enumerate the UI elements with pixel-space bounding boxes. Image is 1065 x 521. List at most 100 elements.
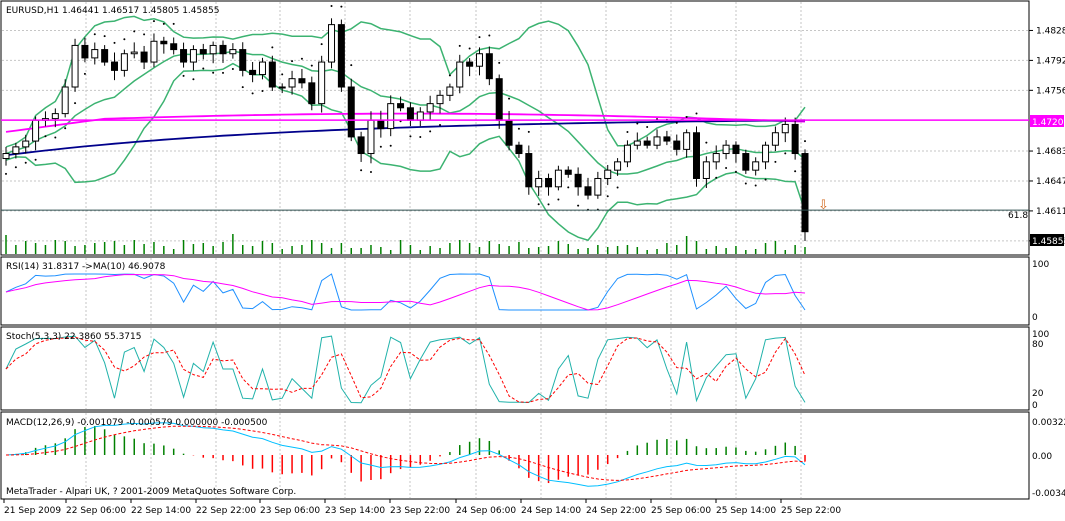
price-axis: 1.48280 1.47920 1.47560 1.46830 1.46470 1.461… xyxy=(1029,26,1065,247)
hline-price-tag xyxy=(1030,115,1064,127)
bull-candle xyxy=(328,24,336,63)
rsi-panel[interactable] xyxy=(0,256,1030,326)
bear-candle xyxy=(160,40,168,45)
bull-candle xyxy=(702,161,710,179)
bear-candle xyxy=(466,61,474,67)
bear-candle xyxy=(357,136,365,155)
bull-candle xyxy=(258,61,266,76)
sar-dot xyxy=(379,145,382,148)
sar-dot xyxy=(123,38,126,41)
sar-dot xyxy=(675,121,678,124)
sar-dot xyxy=(527,130,530,133)
stoch-level-20: 20 xyxy=(1032,389,1044,399)
bollinger-bands xyxy=(5,15,806,242)
time-tick-label: 25 Sep 14:00 xyxy=(716,506,776,516)
bear-candle xyxy=(377,119,385,130)
sar-dot xyxy=(705,141,708,144)
bull-candle xyxy=(614,161,622,171)
sar-dot xyxy=(152,20,155,23)
sar-dot xyxy=(478,36,481,39)
sar-dot xyxy=(330,4,333,7)
bull-candle xyxy=(120,53,128,71)
sar-dot xyxy=(458,44,461,47)
sar-dot xyxy=(261,89,264,92)
sar-dot xyxy=(626,131,629,134)
macd-level-bottom: -0.00342 xyxy=(1032,489,1065,499)
bull-candle xyxy=(446,86,454,96)
sar-dot xyxy=(350,64,353,67)
bear-candle xyxy=(298,78,306,84)
sar-dot xyxy=(695,112,698,115)
bull-candle xyxy=(781,123,789,134)
sar-dot xyxy=(567,186,570,189)
bear-candle xyxy=(239,49,247,71)
bear-candle xyxy=(801,153,809,233)
bear-candle xyxy=(692,132,700,179)
bull-candle xyxy=(436,94,444,105)
sar-dot xyxy=(577,204,580,207)
sar-dot xyxy=(271,46,274,49)
sar-dot xyxy=(64,127,67,130)
fib-label: 61.8 xyxy=(1008,211,1028,221)
sar-dot xyxy=(172,22,175,25)
time-tick-label: 24 Sep 06:00 xyxy=(456,506,516,516)
bear-candle xyxy=(732,144,740,155)
sar-dot xyxy=(646,125,649,128)
parabolic-sar-dots xyxy=(5,4,806,211)
sar-dot xyxy=(774,160,777,163)
bear-candle xyxy=(219,44,227,55)
sar-dot xyxy=(300,57,303,60)
bear-candle xyxy=(643,140,651,146)
stoch-panel[interactable] xyxy=(0,326,1030,411)
bull-candle xyxy=(189,49,197,63)
bear-candle xyxy=(485,53,493,80)
sar-dot xyxy=(725,166,728,169)
stoch-level-80: 80 xyxy=(1032,340,1044,350)
bull-candle xyxy=(288,78,296,88)
bull-candle xyxy=(771,132,779,146)
sar-dot xyxy=(764,178,767,181)
bull-candle xyxy=(32,119,40,142)
sar-dot xyxy=(754,184,757,187)
time-tick-label: 25 Sep 06:00 xyxy=(651,506,711,516)
bull-candle xyxy=(653,136,661,146)
bull-candle xyxy=(91,49,99,59)
price-panel[interactable] xyxy=(0,0,1030,256)
sar-dot xyxy=(182,74,185,77)
bull-candle xyxy=(71,44,79,88)
bear-candle xyxy=(406,107,414,121)
time-tick-label: 22 Sep 22:00 xyxy=(196,506,256,516)
volume-bars xyxy=(5,234,806,254)
sar-dot xyxy=(103,35,106,38)
macd-histogram xyxy=(15,425,806,484)
bear-candle xyxy=(268,61,276,88)
sar-dot xyxy=(715,176,718,179)
bull-candle xyxy=(22,140,30,148)
sar-dot xyxy=(74,102,77,105)
sar-dot xyxy=(468,47,471,50)
sar-dot xyxy=(636,122,639,125)
bull-candle xyxy=(456,61,464,88)
time-tick-label: 23 Sep 14:00 xyxy=(325,506,385,516)
time-tick-label: 24 Sep 22:00 xyxy=(586,506,646,516)
sar-dot xyxy=(794,170,797,173)
rsi-grid xyxy=(85,258,802,324)
sar-dot xyxy=(498,61,501,64)
sar-dot xyxy=(685,116,688,119)
bull-candle xyxy=(623,144,631,163)
macd-panel[interactable] xyxy=(0,411,1030,500)
bear-candle xyxy=(347,86,355,138)
sar-dot xyxy=(389,144,392,147)
sar-dot xyxy=(54,136,57,139)
sar-dot xyxy=(231,68,234,71)
current-price-label: 1.45855 xyxy=(1032,237,1065,247)
bull-candle xyxy=(475,53,483,67)
time-tick-label: 23 Sep 06:00 xyxy=(260,506,320,516)
rsi-level-0: 0 xyxy=(1032,313,1038,323)
bear-candle xyxy=(495,78,503,121)
macd-signal-line xyxy=(5,425,806,481)
macd-title: MACD(12,26,9) -0.001079 -0.000579 0.0000… xyxy=(6,418,268,428)
bull-candle xyxy=(712,153,720,163)
bull-candle xyxy=(416,111,424,121)
